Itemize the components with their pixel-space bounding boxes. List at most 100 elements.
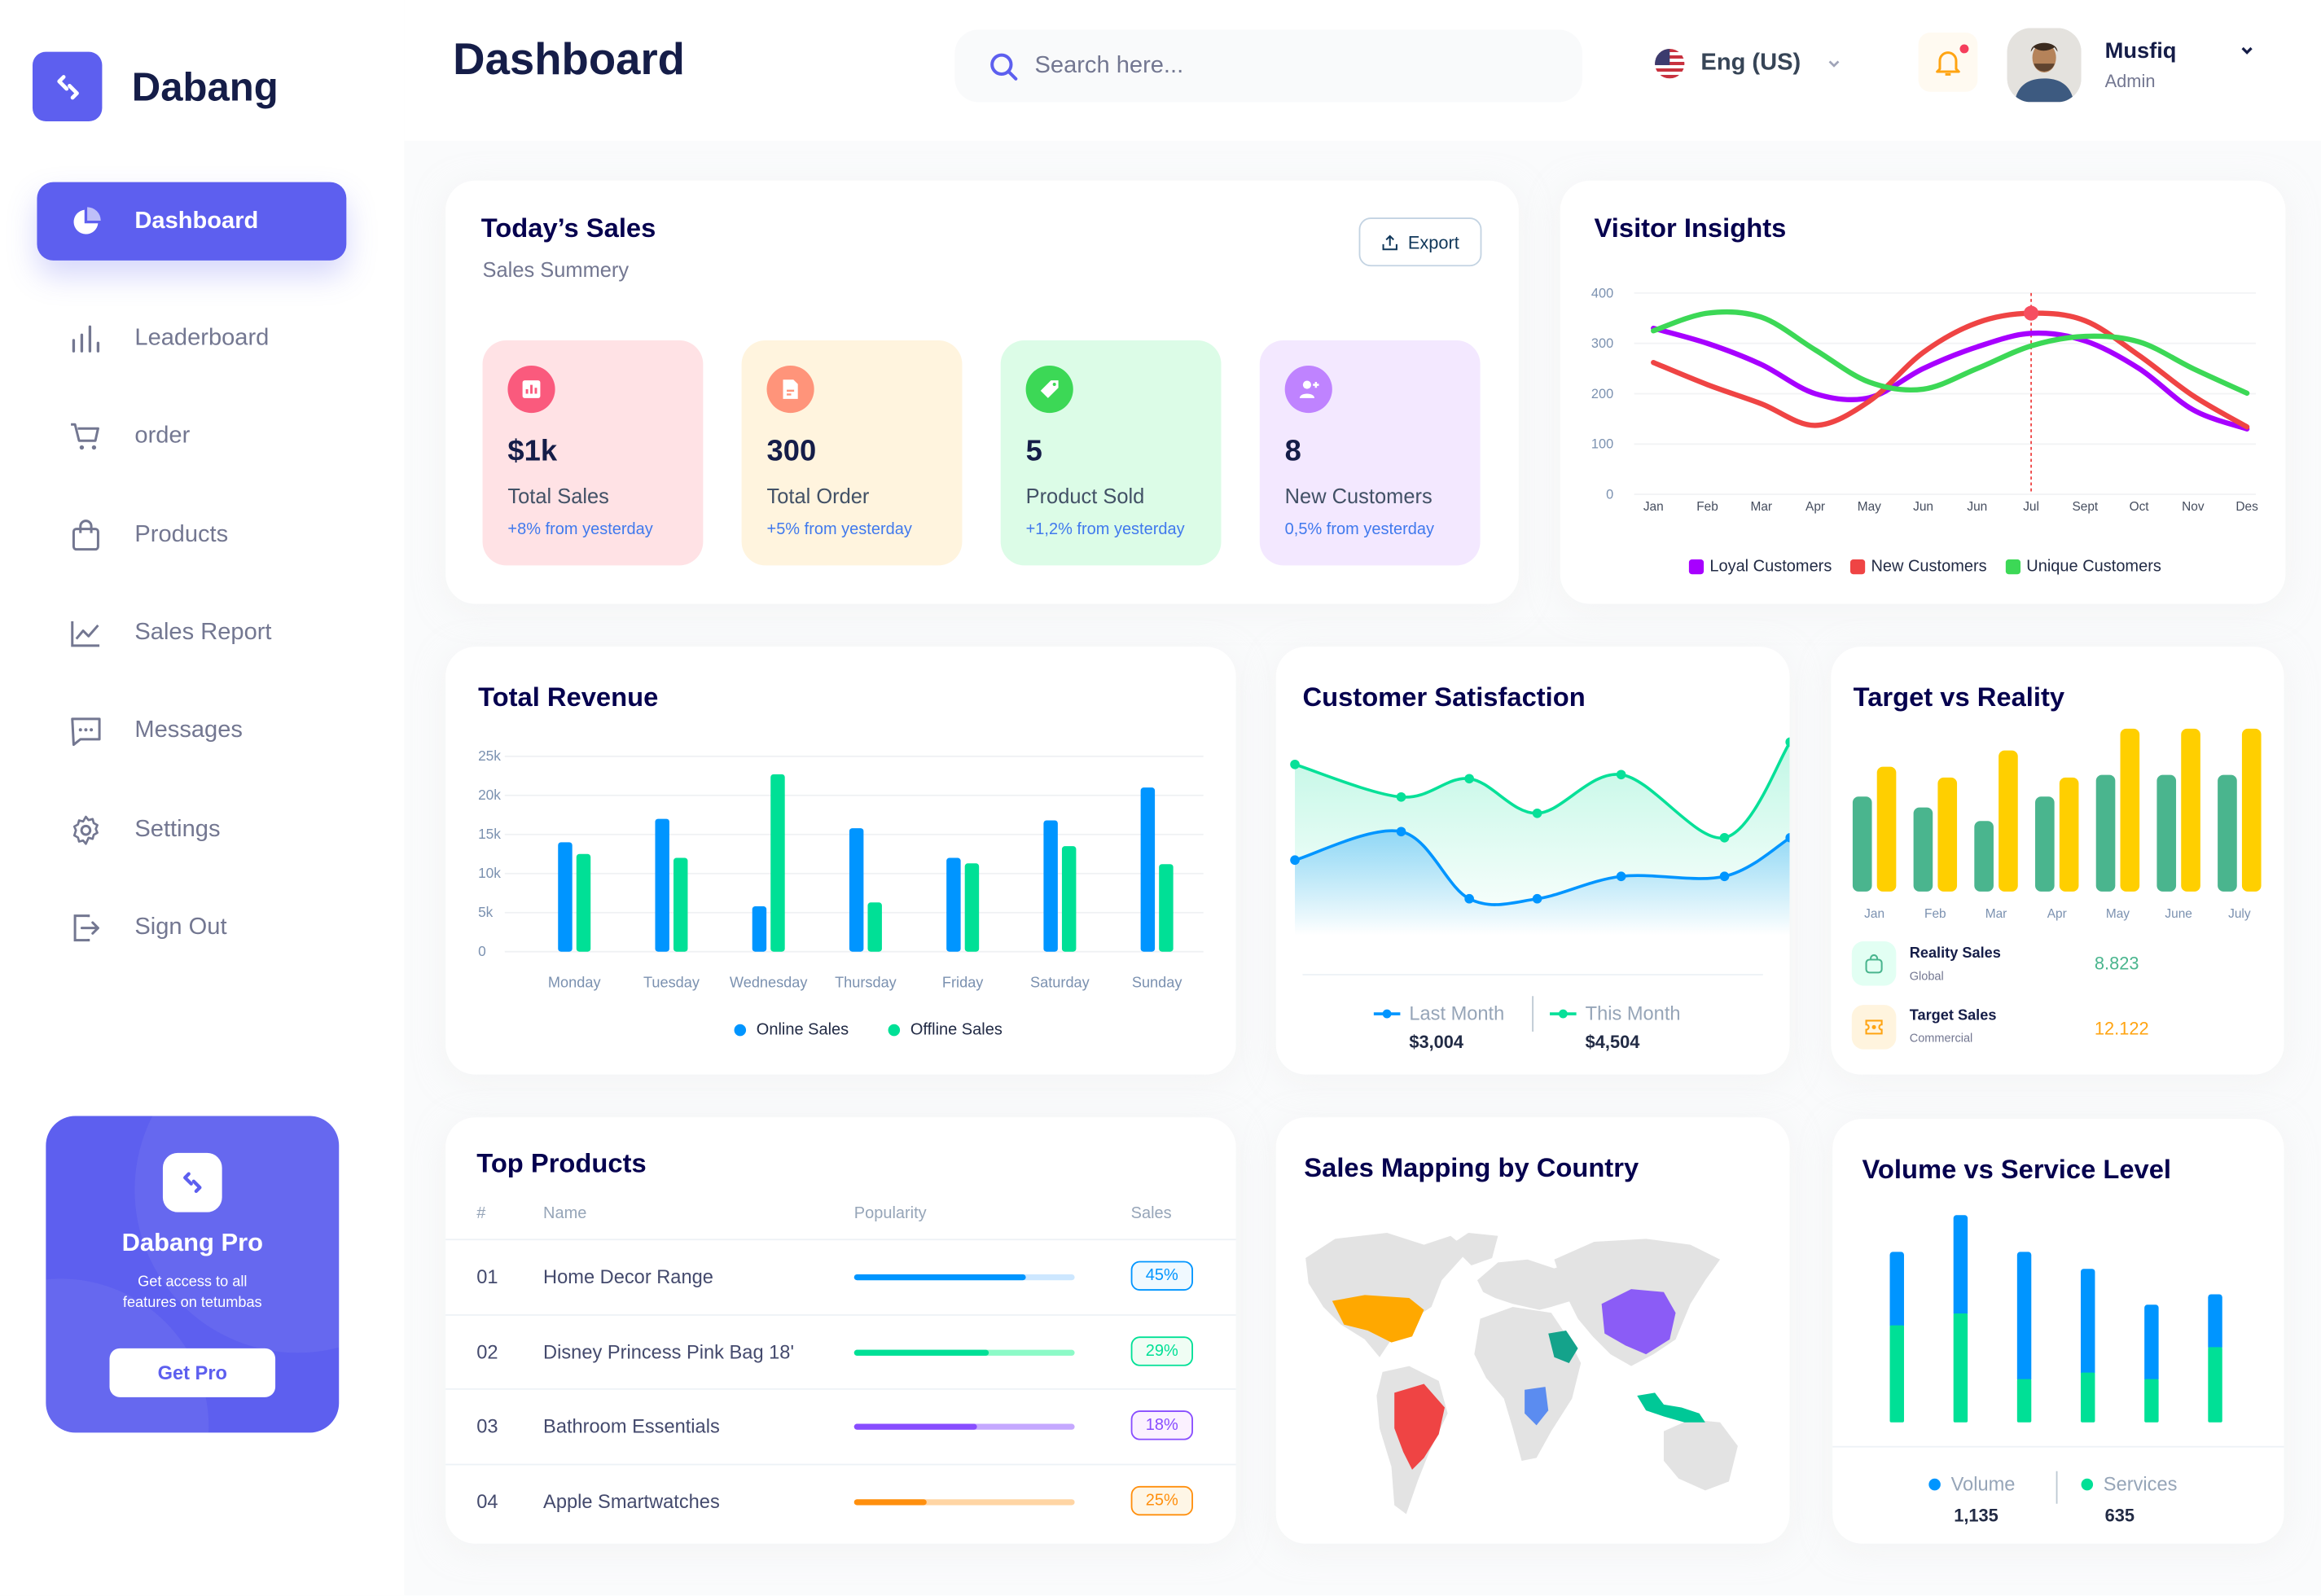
legend-item-unique: Unique Customers (2005, 558, 2161, 577)
series-line-loyal-customers (1651, 325, 2250, 432)
pie-chart-icon (73, 206, 101, 234)
region-united-states[interactable] (1332, 1295, 1424, 1343)
language-label: Eng (US) (1700, 50, 1801, 76)
legend-label: New Customers (1871, 558, 1987, 577)
volume-total: 1,135 (1954, 1505, 1999, 1526)
product-name[interactable]: Bathroom Essentials (543, 1415, 720, 1438)
x-tick-label: Mar (1985, 907, 2007, 921)
visitor-insights-card: Visitor Insights 0 100 200 300 400 Jan Feb Mar A… (1560, 180, 2286, 604)
highlight-point (2023, 305, 2039, 321)
legend-label: Unique Customers (2026, 558, 2161, 577)
data-point (1290, 759, 1300, 770)
language-selector[interactable]: Eng (US) (1655, 48, 1842, 79)
sidebar-item-order[interactable]: order (37, 397, 346, 475)
series-line-new-customers (1651, 310, 2250, 430)
sidebar-item-messages[interactable]: Messages (37, 691, 346, 770)
stat-label: Total Sales (507, 484, 609, 508)
x-tick-label: Apr (1805, 500, 1825, 514)
bar-reality-sales (2035, 796, 2055, 892)
x-tick-label: Friday (942, 974, 984, 990)
notifications-button[interactable] (1918, 32, 1978, 92)
series-line-unique-customers (1651, 309, 2250, 397)
bar-offline-sales (964, 863, 980, 952)
sidebar-item-products[interactable]: Products (37, 496, 346, 574)
y-tick-label: 200 (1591, 387, 1613, 401)
legend-swatch (888, 1024, 901, 1037)
sidebar-item-label: Leaderboard (134, 324, 270, 350)
legend-swatch (2081, 1477, 2094, 1490)
promo-title: Dabang Pro (121, 1228, 263, 1257)
bar-offline-sales (770, 774, 785, 952)
sidebar-item-leaderboard[interactable]: Leaderboard (37, 299, 346, 377)
y-tick-label: 5k (478, 904, 494, 920)
bar-offline-sales (673, 857, 688, 952)
y-tick-label: 300 (1591, 336, 1613, 351)
sidebar: Dabang Dashboard Leaderboard order Produ… (0, 0, 405, 1596)
region-brazil[interactable] (1394, 1383, 1445, 1470)
bar-volume (2144, 1304, 2159, 1383)
bar-offline-sales (867, 902, 882, 952)
legend-label: Online Sales (756, 1021, 849, 1039)
product-name[interactable]: Apple Smartwatches (543, 1490, 720, 1513)
bar-services (1889, 1325, 1904, 1423)
user-menu-chevron-icon[interactable] (2238, 42, 2256, 59)
legend-item-loyal: Loyal Customers (1688, 558, 1832, 576)
sales-badge: 29% (1130, 1335, 1193, 1366)
user-name: Musfiq (2104, 38, 2177, 64)
export-button[interactable]: Export (1358, 217, 1482, 267)
card-title: Target vs Reality (1853, 682, 2065, 712)
user-photo-icon (2007, 28, 2082, 103)
legend-swatch (2005, 559, 2021, 575)
target-sales-label: Target Sales (1909, 1007, 1997, 1024)
bar-chart-icon (72, 324, 100, 352)
message-icon (71, 717, 101, 746)
bar-volume (2016, 1252, 2032, 1383)
bar-reality-sales (2218, 774, 2237, 892)
total-revenue-chart: 0 5k 10k 15k 20k 25k Monday Tuesday Wednesday Thu… (478, 748, 1204, 990)
x-tick-label: Wednesday (730, 974, 808, 990)
region-saudi-arabia[interactable] (1548, 1331, 1578, 1364)
sidebar-item-sales-report[interactable]: Sales Report (37, 594, 346, 672)
sidebar-item-sign-out[interactable]: Sign Out (37, 888, 346, 967)
legend-item-new: New Customers (1850, 558, 1987, 576)
avatar[interactable] (2007, 28, 2082, 103)
sidebar-item-label: Settings (134, 816, 221, 842)
column-header-name: Name (543, 1204, 587, 1223)
x-tick-label: Jun (1967, 500, 1987, 514)
divider (1302, 973, 1763, 976)
bar-target-sales (2181, 728, 2200, 892)
brand-logo[interactable] (32, 51, 103, 122)
volume-service-card: Volume vs Service Level Volume 1,135 Ser… (1832, 1119, 2284, 1544)
product-rank: 04 (476, 1490, 498, 1513)
product-name[interactable]: Home Decor Range (543, 1265, 713, 1288)
data-point (1616, 871, 1626, 882)
search-input[interactable]: Search here... (954, 29, 1583, 103)
x-tick-label: Feb (1696, 500, 1718, 514)
sidebar-item-settings[interactable]: Settings (37, 791, 346, 869)
get-pro-button[interactable]: Get Pro (109, 1348, 276, 1397)
popularity-fill (853, 1499, 928, 1506)
bar-volume (1889, 1252, 1904, 1329)
bar-online-sales (752, 906, 767, 952)
y-tick-label: 400 (1591, 286, 1613, 300)
x-tick-label: Oct (2130, 500, 2150, 514)
legend-divider (2056, 1471, 2058, 1504)
search-placeholder: Search here... (1034, 52, 1184, 78)
export-icon (1382, 234, 1398, 250)
sidebar-item-dashboard[interactable]: Dashboard (37, 182, 347, 261)
divider (1832, 1445, 2284, 1448)
shopping-bag-icon (72, 519, 99, 550)
region-china[interactable] (1601, 1289, 1676, 1355)
product-name[interactable]: Disney Princess Pink Bag 18' (543, 1340, 794, 1363)
page-title: Dashboard (453, 35, 686, 85)
data-point (1396, 826, 1406, 837)
card-title: Customer Satisfaction (1302, 682, 1586, 712)
row-divider (445, 1388, 1236, 1391)
notification-dot (1959, 44, 1969, 54)
region-indonesia[interactable] (1637, 1392, 1705, 1423)
legend-swatch (734, 1024, 747, 1037)
stat-label: Product Sold (1025, 484, 1145, 508)
world-map[interactable] (1276, 1117, 1790, 1543)
stat-card-total-sales: $1k Total Sales +8% from yesterday (482, 340, 704, 566)
region-congo[interactable] (1525, 1387, 1549, 1426)
